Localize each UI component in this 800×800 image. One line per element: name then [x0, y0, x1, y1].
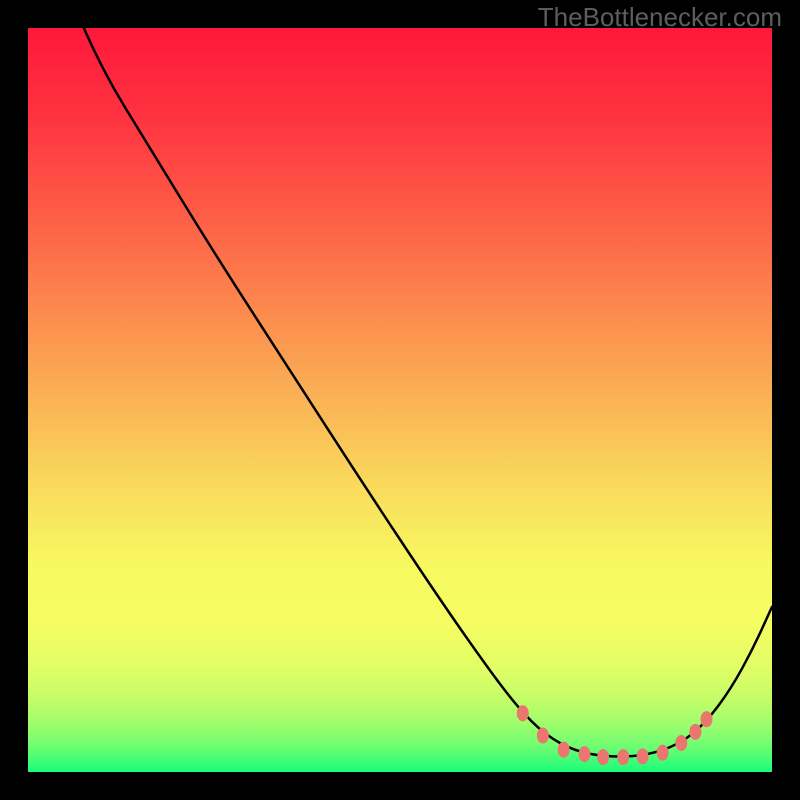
chart-frame: TheBottlenecker.com	[0, 0, 800, 800]
scatter-point	[689, 724, 701, 740]
scatter-point	[637, 748, 649, 764]
scatter-point	[537, 728, 549, 744]
scatter-point	[579, 746, 591, 762]
scatter-point	[558, 742, 570, 758]
scatter-point	[617, 749, 629, 765]
gradient-background	[28, 28, 772, 772]
scatter-point	[675, 735, 687, 751]
scatter-point	[657, 745, 669, 761]
plot-area	[28, 28, 772, 772]
scatter-point	[517, 705, 529, 721]
scatter-point	[597, 749, 609, 765]
scatter-point	[701, 711, 713, 727]
watermark-text: TheBottlenecker.com	[538, 2, 782, 33]
chart-svg	[28, 28, 772, 772]
